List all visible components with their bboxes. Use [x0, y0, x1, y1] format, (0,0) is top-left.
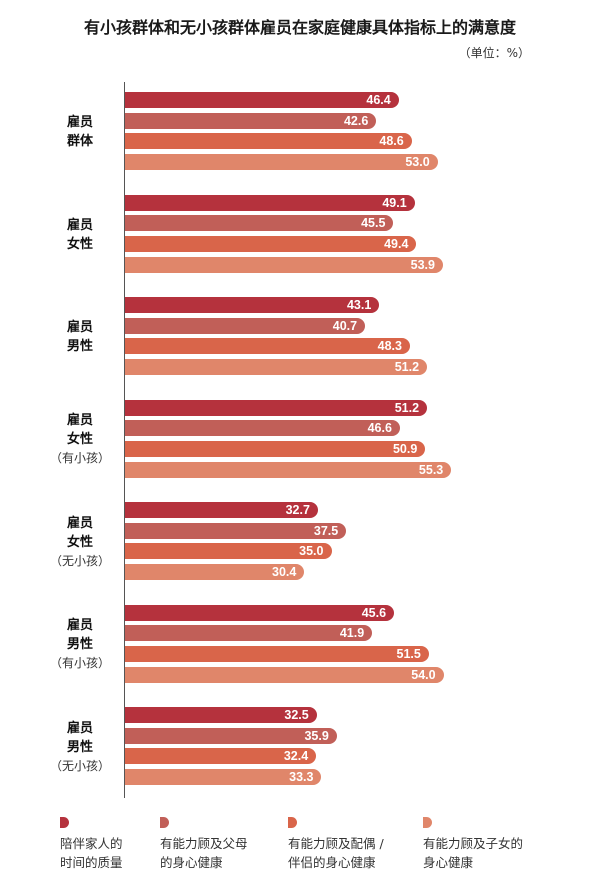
bar: 55.3: [125, 461, 452, 478]
bar: 33.3: [125, 769, 322, 786]
bar: 54.0: [125, 666, 444, 683]
bar: 35.0: [125, 543, 332, 560]
bar: 45.5: [125, 215, 394, 232]
y-axis-line: [124, 82, 125, 798]
category-label-line: 雇员: [66, 720, 93, 736]
legend-item: 有能力顾及子女的 身心健康: [423, 817, 523, 872]
legend-label: 的身心健康: [160, 855, 223, 870]
bar: 35.9: [125, 727, 337, 744]
legend-label: 陪伴家人的: [60, 836, 123, 851]
bar: 40.7: [125, 317, 366, 334]
bar: 43.1: [125, 297, 380, 313]
category-label-line: 雇员: [66, 217, 93, 233]
bar: 51.2: [125, 399, 428, 416]
category-label-line: 雇员: [66, 413, 93, 428]
category-label-line: 女性: [66, 534, 93, 550]
category-label: 雇员 群体: [40, 113, 120, 151]
category-label-note: （无小孩）: [49, 553, 110, 568]
category-label: 雇员 女性: [40, 216, 120, 254]
bar: 37.5: [125, 522, 347, 539]
legend-item: 陪伴家人的时间的质量: [60, 817, 123, 872]
bar: 53.0: [125, 154, 438, 171]
bar: 48.3: [125, 338, 410, 355]
legend-swatch: [160, 817, 169, 828]
bar: 45.6: [125, 604, 395, 621]
bar: 32.4: [125, 748, 317, 765]
unit-label: （单位：%）: [458, 46, 530, 60]
bar: 32.7: [125, 502, 318, 518]
legend-swatch: [423, 817, 432, 828]
bar: 46.4: [125, 92, 399, 108]
legend-label: 有能力顾及父母: [160, 836, 248, 851]
bar: 30.4: [125, 564, 305, 581]
category-label-note: （无小孩）: [49, 758, 110, 773]
bar: 50.9: [125, 440, 426, 457]
category-label: 雇员 男性: [40, 318, 120, 356]
legend-label: 有能力顾及子女的: [423, 836, 524, 851]
bar: 48.6: [125, 133, 412, 150]
category-label: 雇员男性 （无小孩）: [40, 719, 120, 776]
category-label-line: 女性: [66, 236, 93, 252]
category-label-note: （有小孩）: [49, 656, 110, 670]
category-label: 雇员女性 （有小孩）: [40, 411, 120, 468]
legend-swatch: [288, 817, 297, 828]
category-label-note: （有小孩）: [49, 451, 110, 465]
category-label-line: 雇员: [66, 320, 93, 335]
legend-label: 时间的质量: [60, 855, 123, 870]
category-label-line: 男性: [66, 637, 93, 652]
category-label-line: 女性: [66, 432, 93, 447]
category-label-line: 雇员: [66, 618, 93, 633]
bar: 49.4: [125, 235, 417, 252]
legend-item: 有能力顾及配偶 / 伴侣的身心健康: [288, 817, 384, 872]
legend-label: 伴侣的身心健康: [288, 855, 376, 870]
bar: 46.6: [125, 420, 400, 437]
bar: 49.1: [125, 194, 415, 211]
bar: 32.5: [125, 707, 317, 723]
bar: 51.2: [125, 359, 428, 376]
category-label: 雇员女性 （无小孩）: [40, 514, 120, 571]
legend-item: 有能力顾及父母 的身心健康: [160, 817, 248, 872]
legend-swatch: [60, 817, 69, 828]
category-label-line: 男性: [66, 739, 93, 755]
chart-title: 有小孩群体和无小孩群体雇员在家庭健康具体指标上的满意度: [83, 18, 516, 37]
category-label-line: 雇员: [66, 115, 93, 130]
bar: 41.9: [125, 625, 373, 642]
legend-label: 身心健康: [423, 855, 474, 870]
category-label-line: 群体: [66, 134, 93, 149]
bar: 51.5: [125, 645, 429, 662]
category-label: 雇员男性 （有小孩）: [40, 616, 120, 673]
bar: 42.6: [125, 112, 377, 129]
category-label-line: 雇员: [66, 515, 93, 531]
bar: 53.9: [125, 256, 443, 273]
category-label-line: 男性: [66, 339, 93, 354]
legend-label: 有能力顾及配偶 /: [288, 836, 384, 851]
